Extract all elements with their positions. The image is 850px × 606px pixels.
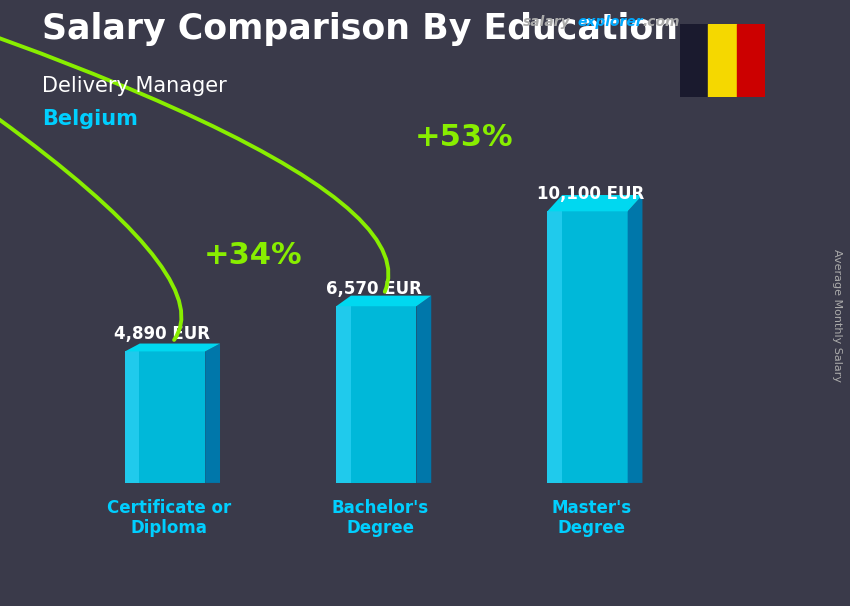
Polygon shape — [416, 296, 431, 483]
Text: .com: .com — [643, 15, 680, 29]
Polygon shape — [125, 351, 139, 483]
Polygon shape — [205, 344, 220, 483]
Polygon shape — [547, 195, 643, 211]
Text: +53%: +53% — [415, 123, 513, 152]
Text: 10,100 EUR: 10,100 EUR — [537, 185, 644, 202]
Text: explorer: explorer — [578, 15, 643, 29]
Bar — [680, 24, 708, 97]
Polygon shape — [627, 195, 643, 483]
Polygon shape — [125, 351, 205, 483]
Text: Belgium: Belgium — [42, 109, 139, 129]
Text: +34%: +34% — [203, 241, 302, 270]
Text: salary: salary — [523, 15, 570, 29]
Polygon shape — [547, 211, 562, 483]
Polygon shape — [125, 344, 220, 351]
Text: Certificate or
Diploma: Certificate or Diploma — [107, 499, 231, 538]
Polygon shape — [337, 296, 431, 306]
Bar — [708, 24, 737, 97]
Text: Delivery Manager: Delivery Manager — [42, 76, 227, 96]
Text: Salary Comparison By Education: Salary Comparison By Education — [42, 12, 678, 46]
Text: 4,890 EUR: 4,890 EUR — [115, 325, 211, 342]
Text: Bachelor's
Degree: Bachelor's Degree — [332, 499, 428, 538]
Bar — [737, 24, 765, 97]
Text: Master's
Degree: Master's Degree — [551, 499, 632, 538]
Polygon shape — [337, 306, 351, 483]
Polygon shape — [547, 211, 627, 483]
Polygon shape — [337, 306, 416, 483]
Text: 6,570 EUR: 6,570 EUR — [326, 279, 422, 298]
Text: Average Monthly Salary: Average Monthly Salary — [832, 248, 842, 382]
